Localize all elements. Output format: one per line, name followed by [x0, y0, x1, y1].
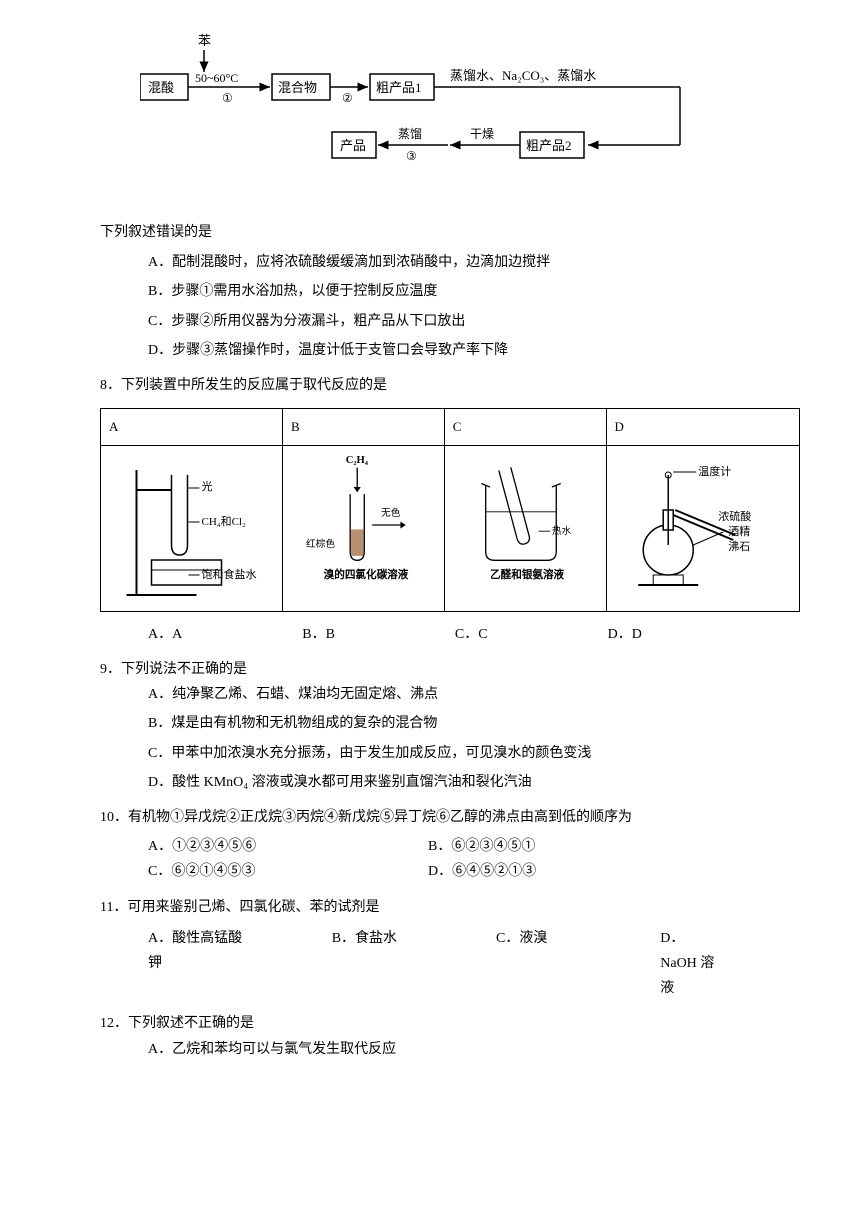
svg-text:饱和食盐水: 饱和食盐水 [201, 567, 256, 581]
svg-text:热水: 热水 [552, 523, 572, 536]
q7-option-a: A．配制混酸时，应将浓硫酸缓缓滴加到浓硝酸中，边滴加边搅拌 [148, 250, 800, 275]
label-step2: ② [342, 91, 353, 105]
th-b: B [282, 409, 444, 445]
label-benzene: 苯 [198, 33, 211, 48]
svg-text:温度计: 温度计 [698, 464, 731, 478]
q10-c: C．⑥②①④⑤③ [148, 859, 428, 884]
label-wash: 蒸馏水、Na₂CO₃、蒸馏水 [450, 68, 596, 83]
q8-opt-c: C．C [455, 622, 488, 647]
q11-options: A．酸性高锰酸钾 B．食盐水 C．液溴 D．NaOH 溶液 [148, 926, 800, 1002]
q9-c: C．甲苯中加浓溴水充分振荡，由于发生加成反应，可见溴水的颜色变浅 [148, 741, 800, 766]
svg-text:CH₄和Cl₂: CH₄和Cl₂ [201, 515, 246, 528]
svg-text:红棕色: 红棕色 [306, 537, 335, 550]
q8-text: 8．下列装置中所发生的反应属于取代反应的是 [100, 373, 800, 398]
apparatus-c-icon: 热水 乙醛和银氨溶液 [449, 450, 602, 600]
q9-text: 9．下列说法不正确的是 [100, 657, 800, 682]
label-crude2: 粗产品2 [526, 138, 572, 153]
th-c: C [444, 409, 606, 445]
experiment-table: A B C D 光 CH₄和Cl₂ 饱和食盐水 [100, 408, 800, 612]
label-mixed-acid: 混酸 [148, 80, 174, 95]
svg-text:C₂H₄: C₂H₄ [346, 455, 369, 466]
cell-a: 光 CH₄和Cl₂ 饱和食盐水 [101, 445, 283, 611]
q8-opt-b: B．B [302, 622, 335, 647]
label-temp: 50~60°C [195, 71, 238, 85]
label-mixture: 混合物 [278, 80, 317, 95]
svg-text:无色: 无色 [381, 506, 401, 519]
q7-intro: 下列叙述错误的是 [100, 220, 800, 245]
q11-d: D．NaOH 溶液 [660, 926, 720, 1002]
q9-b: B．煤是由有机物和无机物组成的复杂的混合物 [148, 711, 800, 736]
cell-b: C₂H₄ 红棕色 无色 溴的四氯化碳溶液 [282, 445, 444, 611]
label-step3: ③ [406, 149, 417, 163]
apparatus-a-icon: 光 CH₄和Cl₂ 饱和食盐水 [105, 450, 278, 600]
q11-text: 11．可用来鉴别己烯、四氯化碳、苯的试剂是 [100, 895, 800, 920]
label-distill: 蒸馏 [398, 127, 422, 141]
apparatus-b-icon: C₂H₄ 红棕色 无色 溴的四氯化碳溶液 [287, 450, 440, 600]
cell-c: 热水 乙醛和银氨溶液 [444, 445, 606, 611]
q12-text: 12．下列叙述不正确的是 [100, 1011, 800, 1036]
q8-options: A．A B．B C．C D．D [148, 622, 800, 647]
q7-option-d: D．步骤③蒸馏操作时，温度计低于支管口会导致产率下降 [148, 338, 800, 363]
svg-text:乙醛和银氨溶液: 乙醛和银氨溶液 [490, 567, 564, 580]
q7-option-b: B．步骤①需用水浴加热，以便于控制反应温度 [148, 279, 800, 304]
q9-d: D．酸性 KMnO₄ 溶液或溴水都可用来鉴别直馏汽油和裂化汽油 [148, 770, 800, 795]
svg-text:溴的四氯化碳溶液: 溴的四氯化碳溶液 [324, 567, 409, 580]
q11-b: B．食盐水 [332, 926, 416, 1002]
svg-text:光: 光 [201, 479, 212, 493]
q10-a: A．①②③④⑤⑥ [148, 834, 428, 859]
flowchart-diagram: 苯 混酸 50~60°C ① 混合物 ② 粗产品1 蒸馏水、Na₂CO₃、蒸馏水… [140, 30, 800, 200]
svg-text:浓硫酸: 浓硫酸 [718, 509, 751, 523]
apparatus-d-icon: 温度计 浓硫酸 酒精 沸石 [611, 450, 795, 600]
label-crude1: 粗产品1 [376, 80, 422, 95]
q10-d: D．⑥④⑤②①③ [428, 859, 708, 884]
q10-options: A．①②③④⑤⑥ B．⑥②③④⑤① C．⑥②①④⑤③ D．⑥④⑤②①③ [148, 834, 800, 884]
q10-text: 10．有机物①异戊烷②正戊烷③丙烷④新戊烷⑤异丁烷⑥乙醇的沸点由高到低的顺序为 [100, 805, 800, 830]
q9-a: A．纯净聚乙烯、石蜡、煤油均无固定熔、沸点 [148, 682, 800, 707]
cell-d: 温度计 浓硫酸 酒精 沸石 [606, 445, 799, 611]
svg-text:沸石: 沸石 [728, 540, 750, 553]
q11-c: C．液溴 [496, 926, 580, 1002]
q11-a: A．酸性高锰酸钾 [148, 926, 252, 1002]
label-step1: ① [222, 91, 233, 105]
label-product: 产品 [340, 138, 366, 153]
q7-option-c: C．步骤②所用仪器为分液漏斗，粗产品从下口放出 [148, 309, 800, 334]
q8-opt-d: D．D [608, 622, 642, 647]
q10-b: B．⑥②③④⑤① [428, 834, 708, 859]
q12-a: A．乙烷和苯均可以与氯气发生取代反应 [148, 1037, 800, 1062]
q8-opt-a: A．A [148, 622, 182, 647]
svg-text:酒精: 酒精 [728, 525, 750, 538]
label-dry: 干燥 [470, 127, 494, 141]
th-a: A [101, 409, 283, 445]
th-d: D [606, 409, 799, 445]
